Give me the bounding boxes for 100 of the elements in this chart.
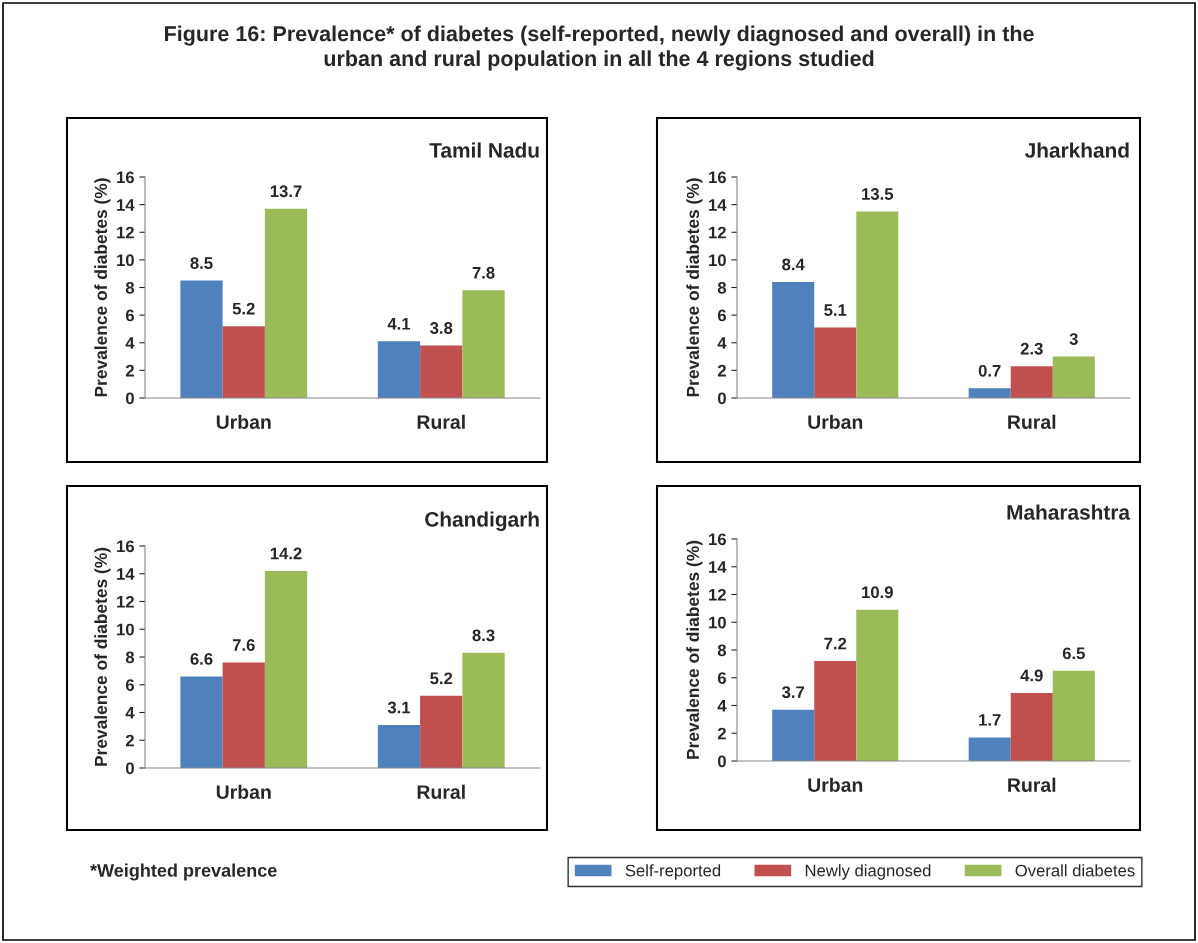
data-label: 3 [1069, 333, 1078, 345]
bar [180, 676, 223, 768]
legend-label: Overall diabetes [1015, 864, 1135, 877]
y-tick-label: 16 [117, 171, 134, 184]
y-tick-label: 2 [125, 734, 134, 747]
data-label: 14.2 [270, 547, 302, 560]
bar [1010, 693, 1053, 761]
data-label: 3.1 [387, 701, 411, 714]
bar [420, 345, 463, 398]
chart-title: Jharkhand [1024, 142, 1129, 158]
data-label: 5.2 [430, 672, 453, 685]
y-tick-label: 2 [717, 364, 726, 377]
y-tick-label: 14 [117, 199, 135, 211]
data-label: 4.9 [1020, 669, 1043, 682]
y-tick-label: 10 [117, 623, 134, 636]
y-tick-label: 10 [709, 254, 726, 267]
y-tick-label: 14 [117, 568, 135, 580]
y-tick-label: 4 [717, 700, 727, 712]
y-tick-label: 8 [125, 281, 135, 294]
bar [968, 737, 1011, 761]
bar [377, 341, 421, 398]
y-tick-label: 8 [717, 281, 727, 294]
data-label: 5.1 [824, 304, 847, 316]
data-label: 8.5 [190, 257, 213, 269]
data-label: 6.5 [1062, 647, 1085, 660]
bar [814, 661, 857, 761]
data-label: 8.3 [472, 629, 495, 642]
data-label: 1.7 [979, 714, 1001, 726]
bar [462, 652, 505, 768]
chart-title: Chandigarh [425, 511, 539, 531]
y-tick-label: 12 [709, 226, 726, 239]
bar [772, 709, 815, 761]
chart-title: Maharashtra [1007, 504, 1131, 520]
data-label: 8.4 [782, 258, 805, 271]
y-tick-label: 6 [125, 309, 134, 322]
x-tick-label: Rural [1008, 414, 1056, 429]
x-tick-label: Rural [417, 414, 465, 429]
bar [462, 290, 505, 398]
legend-label: Newly diagnosed [805, 864, 931, 880]
data-label: 7.8 [472, 266, 495, 279]
chart-title: Tamil Nadu [429, 142, 539, 158]
bar [772, 281, 815, 398]
y-tick-label: 2 [125, 364, 134, 377]
bar [1052, 356, 1095, 398]
y-tick-label: 16 [709, 171, 726, 184]
y-tick-label: 14 [709, 561, 727, 573]
data-label: 6.6 [190, 653, 213, 665]
bar [222, 326, 265, 398]
data-label: 4.1 [387, 318, 411, 330]
y-axis-title: Prevalence of diabetes (%) [94, 547, 111, 766]
y-tick-label: 6 [717, 309, 726, 322]
x-tick-label: Urban [216, 414, 271, 429]
data-label: 13.5 [862, 188, 894, 200]
y-tick-label: 16 [117, 540, 134, 553]
x-tick-label: Urban [808, 777, 863, 792]
bar [968, 388, 1011, 398]
y-tick-label: 4 [717, 337, 727, 349]
y-tick-label: 6 [717, 672, 726, 684]
bar [264, 570, 308, 768]
legend-label: Self-reported [625, 864, 721, 880]
x-tick-label: Urban [808, 414, 863, 429]
y-tick-label: 14 [709, 199, 727, 211]
data-label: 10.9 [862, 586, 893, 599]
y-tick-label: 2 [717, 727, 726, 740]
y-tick-label: 4 [125, 337, 135, 349]
bar [420, 695, 463, 768]
y-tick-label: 0 [717, 755, 726, 768]
y-tick-label: 12 [709, 588, 726, 601]
y-tick-label: 16 [709, 533, 726, 546]
x-tick-label: Rural [417, 784, 465, 799]
x-tick-label: Rural [1008, 777, 1056, 792]
y-axis-title: Prevalence of diabetes (%) [94, 178, 111, 397]
bar [856, 609, 899, 761]
data-label: 3.8 [430, 322, 453, 334]
bar [180, 280, 223, 398]
y-tick-label: 6 [125, 679, 134, 691]
y-tick-label: 4 [125, 707, 135, 719]
bar [377, 724, 421, 768]
y-tick-label: 10 [117, 254, 134, 267]
data-label: 13.7 [270, 185, 302, 198]
x-tick-label: Urban [216, 784, 271, 799]
text: *Weighted prevalence [90, 863, 277, 881]
y-tick-label: 8 [717, 644, 727, 657]
y-axis-title: Prevalence of diabetes (%) [686, 540, 703, 759]
data-label: 3.7 [782, 686, 805, 699]
bar [264, 208, 308, 398]
data-label: 0.7 [978, 364, 1001, 377]
data-label: 2.3 [1020, 342, 1043, 355]
y-tick-label: 0 [125, 392, 134, 405]
bar [814, 327, 857, 398]
bar [222, 662, 265, 768]
data-label: 7.6 [232, 639, 255, 651]
data-label: 7.2 [824, 637, 847, 650]
y-tick-label: 10 [709, 616, 726, 629]
y-tick-label: 12 [117, 226, 134, 239]
y-tick-label: 0 [717, 392, 726, 405]
y-tick-label: 8 [125, 651, 135, 664]
bar [1010, 366, 1053, 398]
bar [856, 211, 899, 398]
data-label: 5.2 [232, 302, 255, 315]
